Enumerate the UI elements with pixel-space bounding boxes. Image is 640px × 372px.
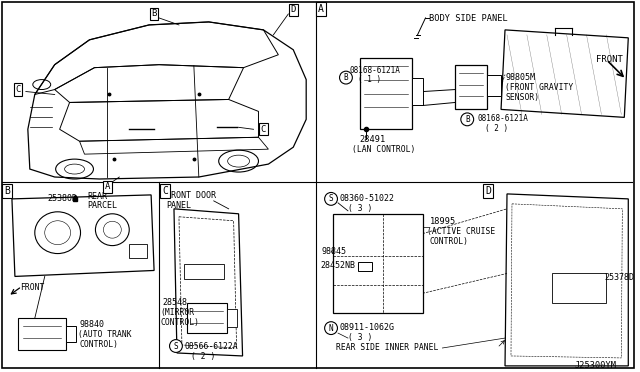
Text: 08168-6121A: 08168-6121A (477, 114, 528, 124)
Text: 18995: 18995 (429, 217, 456, 226)
Text: CONTROL): CONTROL) (429, 237, 468, 246)
Text: ( 3 ): ( 3 ) (348, 333, 372, 342)
Text: S: S (173, 341, 179, 350)
Text: S: S (329, 195, 333, 203)
Text: 28548: 28548 (162, 298, 187, 307)
Bar (487, 75, 501, 96)
Text: C: C (162, 186, 168, 196)
Text: D: D (291, 6, 296, 15)
Text: CONTROL): CONTROL) (160, 318, 199, 327)
Text: 28452NB: 28452NB (320, 260, 355, 270)
Bar (455, 65, 487, 109)
Bar (227, 309, 237, 327)
Text: FRONT: FRONT (596, 55, 623, 64)
Text: 98840: 98840 (79, 320, 104, 329)
Text: CONTROL): CONTROL) (79, 340, 118, 349)
Text: N: N (329, 324, 333, 333)
Text: (MIRROR: (MIRROR (160, 308, 194, 317)
Text: B: B (4, 186, 10, 196)
Bar (66, 326, 76, 342)
Text: C: C (15, 85, 20, 94)
Text: 08168-6121A: 08168-6121A (350, 66, 401, 75)
Bar (358, 262, 372, 272)
Text: 08566-6122A: 08566-6122A (185, 342, 239, 351)
Text: B: B (465, 115, 470, 124)
Bar (129, 244, 147, 257)
Text: C: C (260, 125, 266, 134)
Bar (412, 78, 424, 105)
Text: REAR SIDE INNER PANEL: REAR SIDE INNER PANEL (336, 343, 438, 352)
Bar (360, 58, 412, 129)
Text: FRONT DOOR: FRONT DOOR (166, 191, 216, 200)
Text: 28491: 28491 (360, 135, 386, 144)
Bar (333, 214, 422, 313)
Text: (FRONT GRAVITY: (FRONT GRAVITY (505, 83, 573, 92)
Text: 25378D: 25378D (604, 273, 634, 282)
Text: ( 2 ): ( 2 ) (485, 124, 508, 133)
Text: A: A (318, 4, 324, 14)
Text: FRONT: FRONT (20, 283, 44, 292)
Bar (184, 263, 223, 279)
Text: 08911-1062G: 08911-1062G (340, 323, 395, 332)
Text: (ACTIVE CRUISE: (ACTIVE CRUISE (428, 227, 496, 236)
Text: J25300YM: J25300YM (575, 361, 616, 370)
Text: B: B (152, 9, 157, 19)
Text: 25380D: 25380D (48, 194, 77, 203)
Text: ( 2 ): ( 2 ) (191, 352, 215, 361)
Text: 98845: 98845 (321, 247, 346, 256)
Bar (187, 303, 227, 333)
Text: REAR: REAR (88, 192, 108, 201)
Text: (LAN CONTROL): (LAN CONTROL) (352, 145, 415, 154)
Text: PANEL: PANEL (166, 201, 191, 210)
Text: (AUTO TRANK: (AUTO TRANK (77, 330, 131, 339)
Bar (552, 273, 607, 303)
Text: A: A (105, 182, 110, 192)
Text: 08360-51022: 08360-51022 (340, 194, 395, 203)
Text: D: D (485, 186, 491, 196)
Text: ( 1 ): ( 1 ) (358, 75, 381, 84)
Bar (18, 318, 66, 350)
Text: 98805M: 98805M (505, 73, 535, 81)
Text: SENSOR): SENSOR) (505, 93, 539, 102)
Text: B: B (344, 73, 348, 82)
Text: PARCEL: PARCEL (88, 201, 118, 210)
Text: BODY SIDE PANEL: BODY SIDE PANEL (429, 14, 508, 23)
Text: ( 3 ): ( 3 ) (348, 204, 372, 213)
